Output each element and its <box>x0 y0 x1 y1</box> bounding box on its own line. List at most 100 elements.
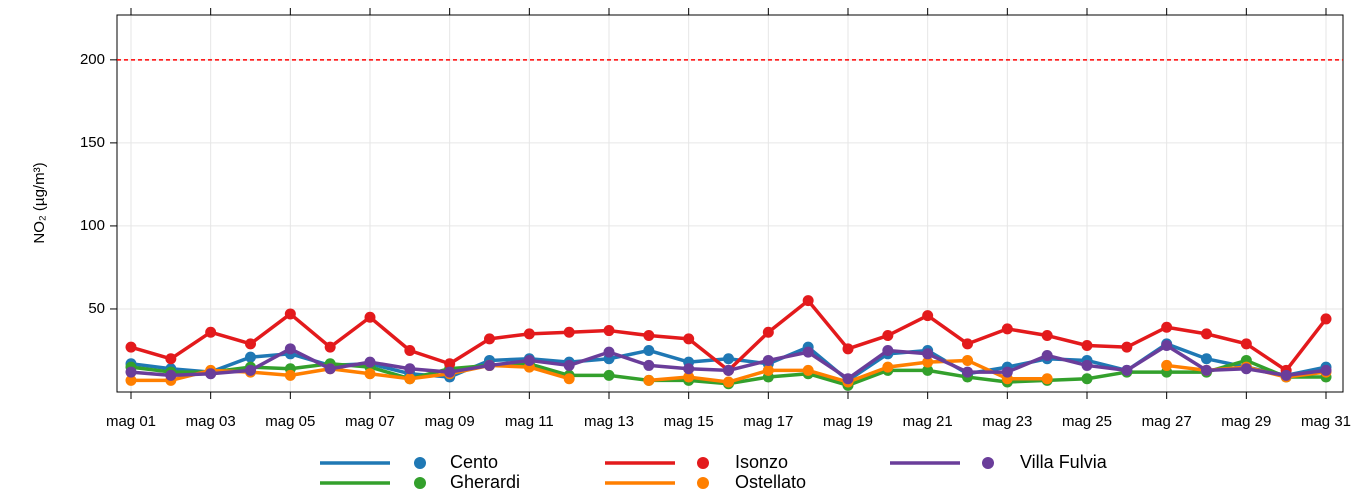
data-point <box>1121 341 1133 353</box>
data-point <box>125 366 137 378</box>
x-tick-label: mag 17 <box>743 413 793 430</box>
data-point <box>125 374 137 386</box>
data-point <box>882 361 894 373</box>
x-tick-label: mag 05 <box>265 413 315 430</box>
data-point <box>962 354 973 366</box>
data-point <box>1280 369 1292 381</box>
data-point <box>1201 364 1212 376</box>
data-point <box>643 330 655 342</box>
legend-dot <box>697 477 709 489</box>
data-point <box>643 359 655 371</box>
data-point <box>523 328 535 340</box>
x-tick-label: mag 15 <box>664 413 714 430</box>
data-point <box>404 363 416 375</box>
data-point <box>1121 364 1133 376</box>
x-tick-label: mag 21 <box>903 413 953 430</box>
data-point <box>1041 330 1053 342</box>
data-point <box>802 346 814 358</box>
data-point <box>324 363 336 375</box>
x-tick-label: mag 13 <box>584 413 634 430</box>
data-point <box>922 364 934 376</box>
data-point <box>723 376 734 388</box>
data-point <box>603 369 615 381</box>
data-point <box>284 369 296 381</box>
legend-label: Villa Fulvia <box>1020 452 1108 472</box>
data-point <box>603 346 615 358</box>
data-point <box>723 364 734 376</box>
data-point <box>922 310 934 322</box>
data-point <box>1041 349 1053 361</box>
legend-dot <box>414 477 426 489</box>
data-point <box>1001 366 1013 378</box>
data-point <box>802 295 814 307</box>
data-point <box>1320 313 1332 325</box>
data-point <box>683 371 695 383</box>
data-point <box>762 354 774 366</box>
legend-dot <box>414 457 426 469</box>
y-tick-label: 50 <box>88 300 105 317</box>
data-point <box>1081 359 1093 371</box>
data-point <box>205 326 217 338</box>
data-point <box>364 356 376 368</box>
x-tick-label: mag 19 <box>823 413 873 430</box>
legend-label: Cento <box>450 452 498 472</box>
x-tick-label: mag 31 <box>1301 413 1351 430</box>
data-point <box>1161 339 1173 351</box>
data-point <box>1201 353 1212 365</box>
data-point <box>563 359 575 371</box>
y-tick-label: 100 <box>80 217 105 234</box>
data-point <box>523 354 535 366</box>
data-point <box>962 338 973 350</box>
legend-label: Ostellato <box>735 472 806 492</box>
data-point <box>165 369 177 381</box>
data-point <box>603 325 615 337</box>
data-point <box>444 358 456 370</box>
data-point <box>723 353 734 365</box>
data-point <box>125 341 137 353</box>
data-point <box>324 341 336 353</box>
data-point <box>284 343 296 355</box>
x-tick-label: mag 01 <box>106 413 156 430</box>
data-point <box>882 344 894 356</box>
data-point <box>245 338 256 350</box>
data-point <box>643 344 655 356</box>
data-point <box>245 351 256 363</box>
data-point <box>205 368 217 380</box>
data-point <box>802 364 814 376</box>
data-point <box>762 326 774 338</box>
data-point <box>1001 323 1013 335</box>
data-point <box>1041 373 1053 385</box>
data-point <box>1240 338 1252 350</box>
data-point <box>842 373 854 385</box>
data-point <box>404 373 416 385</box>
data-point <box>563 373 575 385</box>
x-tick-label: mag 11 <box>505 413 554 430</box>
legend-label: Gherardi <box>450 472 520 492</box>
data-point <box>484 333 495 345</box>
data-point <box>683 333 695 345</box>
data-point <box>842 343 854 355</box>
data-point <box>165 353 177 365</box>
x-tick-label: mag 25 <box>1062 413 1112 430</box>
data-point <box>364 368 376 380</box>
data-point <box>962 366 973 378</box>
data-point <box>1081 373 1093 385</box>
legend-label: Isonzo <box>735 452 788 472</box>
data-point <box>563 326 575 338</box>
data-point <box>1081 339 1093 351</box>
data-point <box>683 363 695 375</box>
data-point <box>882 330 894 342</box>
y-tick-label: 150 <box>80 134 105 151</box>
data-point <box>484 359 495 371</box>
data-point <box>284 308 296 320</box>
data-point <box>364 311 376 323</box>
data-point <box>762 364 774 376</box>
data-point <box>245 364 256 376</box>
x-tick-label: mag 03 <box>186 413 236 430</box>
x-tick-label: mag 27 <box>1142 413 1192 430</box>
x-tick-label: mag 09 <box>425 413 475 430</box>
data-point <box>643 374 655 386</box>
data-point <box>1161 359 1173 371</box>
